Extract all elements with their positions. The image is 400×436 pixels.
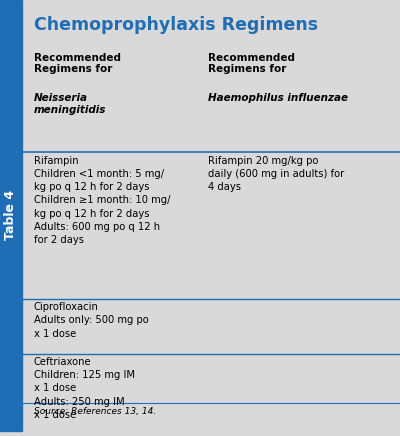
Text: Neisseria
meningitidis: Neisseria meningitidis — [34, 93, 106, 115]
Text: Rifampin 20 mg/kg po
daily (600 mg in adults) for
4 days: Rifampin 20 mg/kg po daily (600 mg in ad… — [208, 156, 344, 192]
Text: Haemophilus influenzae: Haemophilus influenzae — [208, 93, 348, 103]
Bar — [0, 0, 22, 431]
Text: Chemoprophylaxis Regimens: Chemoprophylaxis Regimens — [34, 17, 318, 34]
Text: Ciprofloxacin
Adults only: 500 mg po
x 1 dose: Ciprofloxacin Adults only: 500 mg po x 1… — [34, 302, 149, 339]
Text: Rifampin
Children <1 month: 5 mg/
kg po q 12 h for 2 days
Children ≥1 month: 10 : Rifampin Children <1 month: 5 mg/ kg po … — [34, 156, 170, 245]
Text: Source: References 13, 14.: Source: References 13, 14. — [34, 407, 156, 416]
Text: Recommended
Regimens for: Recommended Regimens for — [34, 52, 121, 74]
Text: Ceftriaxone
Children: 125 mg IM
x 1 dose
Adults: 250 mg IM
x 1 dose: Ceftriaxone Children: 125 mg IM x 1 dose… — [34, 357, 135, 420]
Text: Recommended
Regimens for: Recommended Regimens for — [208, 52, 295, 86]
Text: Table 4: Table 4 — [4, 190, 18, 240]
